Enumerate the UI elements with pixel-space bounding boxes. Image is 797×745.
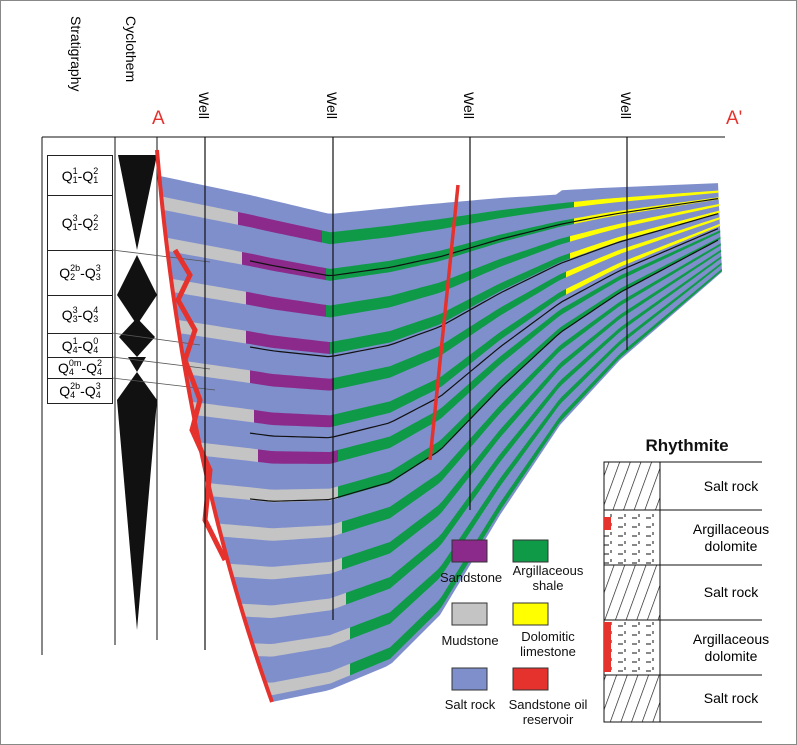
symbol: Q [82, 215, 93, 231]
symbol: Q [59, 383, 70, 399]
subscript: 4 [96, 391, 101, 400]
diagram: Stratigraphy Cyclothem A A' Rhythmite We… [0, 0, 797, 745]
well-label: Well [461, 92, 477, 119]
symbol: Q [85, 265, 96, 281]
symbol: Q [82, 168, 93, 184]
subscript: 1 [93, 176, 98, 185]
strata-label: Q2b4-Q34 [47, 378, 113, 404]
section-end: A' [726, 111, 742, 126]
subscript: 4 [70, 391, 80, 400]
subscript: 4 [93, 346, 98, 355]
symbol: Q [62, 307, 73, 323]
indices: 21 [93, 167, 98, 185]
rhythmite-label: Argillaceous dolomite [665, 631, 797, 665]
rhythmite-label: Salt rock [665, 584, 797, 601]
legend-label: Dolomitic limestone [496, 629, 600, 659]
rhythmite-label: Salt rock [665, 690, 797, 707]
symbol: Q [82, 307, 93, 323]
symbol: Q [59, 265, 70, 281]
legend-label: Argillaceous shale [496, 563, 600, 593]
legend-label: Salt rock [440, 697, 500, 712]
well-label: Well [196, 92, 212, 119]
symbol: Q [58, 360, 69, 376]
section-start: A [152, 111, 165, 126]
stratigraphy-header: Stratigraphy [68, 16, 84, 91]
symbol: Q [86, 360, 97, 376]
legend-label: Sandstone [440, 570, 500, 585]
legend-label: Sandstone oil reservoir [496, 697, 600, 727]
symbol: Q [85, 383, 96, 399]
subscript: 4 [97, 368, 102, 377]
subscript: 2 [93, 223, 98, 232]
subscript: 4 [69, 368, 82, 377]
cyclothem-header: Cyclothem [123, 16, 139, 82]
cyclothem [117, 155, 157, 630]
legend-label: Mudstone [440, 633, 500, 648]
well-label: Well [324, 92, 340, 119]
symbol: Q [62, 215, 73, 231]
rhythmite-label: Salt rock [665, 478, 797, 495]
symbol: Q [62, 168, 73, 184]
subscript: 2 [70, 273, 80, 282]
rhythmite-title: Rhythmite [612, 438, 762, 453]
symbol: Q [82, 338, 93, 354]
symbol: Q [62, 338, 73, 354]
subscript: 3 [93, 315, 98, 324]
rhythmite-label: Argillaceous dolomite [665, 521, 797, 555]
subscript: 3 [96, 273, 101, 282]
well-label: Well [618, 92, 634, 119]
